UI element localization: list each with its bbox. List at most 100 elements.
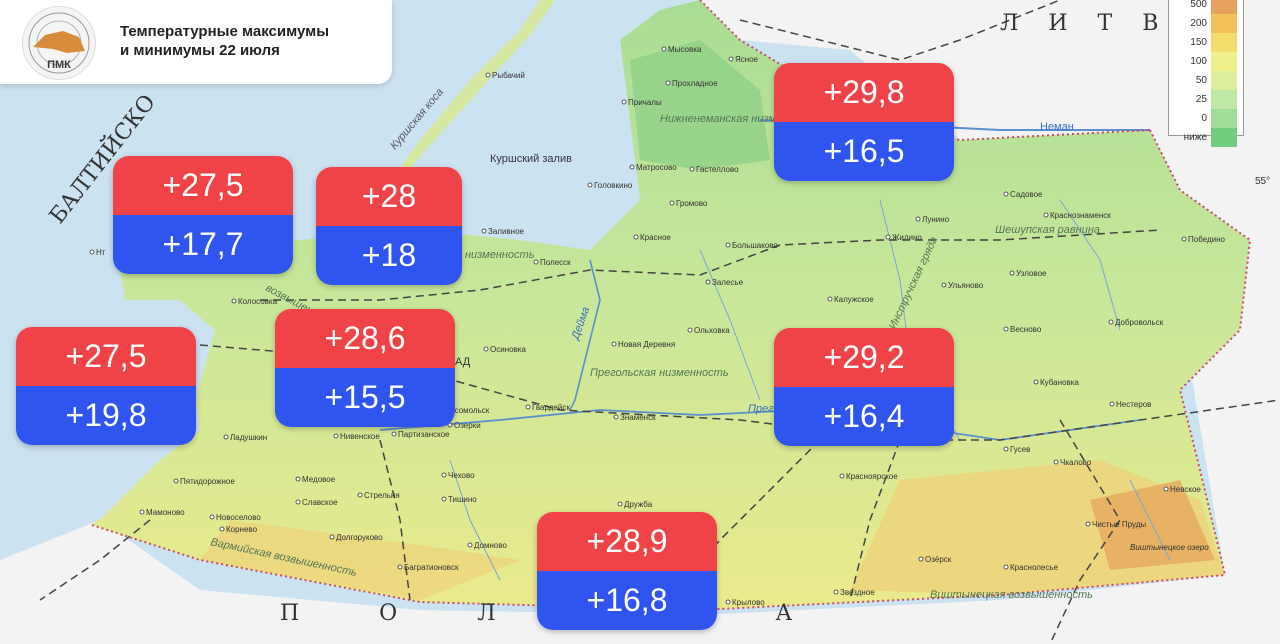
place-label: Головкино	[594, 181, 633, 190]
place-label: Славское	[302, 498, 338, 507]
legend-row: 500	[1169, 0, 1243, 14]
place-label: Краснолесье	[1010, 563, 1059, 572]
place-label: Краснознаменск	[1050, 211, 1111, 220]
place-marker	[1085, 521, 1091, 527]
place-label: Домново	[474, 541, 507, 550]
place-label: Чкалово	[1060, 458, 1092, 467]
place-label: Багратионовск	[404, 563, 459, 572]
temp-card-sovetsk: +29,8 +16,5	[774, 63, 954, 181]
temp-card-chernyakhovsk: +29,2 +16,4	[774, 328, 954, 446]
place-label: Нивенское	[340, 432, 380, 441]
place-marker	[611, 341, 617, 347]
legend-label: 0	[1201, 113, 1207, 124]
place-marker	[941, 282, 947, 288]
place-marker	[661, 46, 667, 52]
temp-card-baltiysk: +27,5 +19,8	[16, 327, 196, 445]
place-marker	[725, 242, 731, 248]
place-label: Корнево	[226, 525, 258, 534]
place-marker	[687, 327, 693, 333]
legend-swatch	[1211, 109, 1237, 128]
place-marker	[827, 296, 833, 302]
legend-label: 200	[1190, 18, 1207, 29]
place-label: Большаково	[732, 241, 778, 250]
sheshupskaya-label: Шешупская равнина	[995, 224, 1100, 236]
place-label: Пятидорожное	[180, 477, 235, 486]
place-label: Ольховка	[694, 326, 730, 335]
legend-label: 50	[1195, 75, 1207, 86]
kaliningrad-label: АД	[455, 356, 471, 368]
legend-label: 25	[1195, 94, 1207, 105]
place-label: Жилино	[892, 233, 922, 242]
place-marker	[915, 216, 921, 222]
vishtynetskoe-label: Виштынецкое озеро	[1130, 543, 1209, 552]
legend-row: 0	[1169, 109, 1243, 128]
legend-swatch	[1211, 90, 1237, 109]
legend-row: 100	[1169, 52, 1243, 71]
place-label: Знаменск	[620, 413, 656, 422]
place-label: Заливное	[488, 227, 525, 236]
place-label: Долгоруково	[336, 533, 383, 542]
place-marker	[1009, 270, 1015, 276]
place-label: Полесск	[540, 258, 571, 267]
legend-label: 150	[1190, 37, 1207, 48]
place-label: Рыбачий	[492, 71, 525, 80]
place-label: Крылово	[732, 598, 765, 607]
place-label: Прохладное	[672, 79, 718, 88]
latitude-label: 55°	[1255, 176, 1270, 187]
place-label: Причалы	[628, 98, 662, 107]
place-label: Победино	[1188, 235, 1226, 244]
place-label: Партизанское	[398, 430, 450, 439]
place-marker	[728, 56, 734, 62]
logo-text: ПМК	[47, 59, 71, 71]
place-label: Озерки	[454, 421, 481, 430]
place-marker	[1003, 564, 1009, 570]
legend-row: 150	[1169, 33, 1243, 52]
pregolya-label: Прег	[748, 403, 774, 415]
temp-min: +18	[316, 226, 462, 285]
place-label: Красноярское	[846, 472, 898, 481]
temp-card-kaliningrad: +28,6 +15,5	[275, 309, 455, 427]
place-marker	[333, 433, 339, 439]
temp-max: +27,5	[113, 156, 293, 215]
place-label: Лунино	[922, 215, 950, 224]
places-layer: Мысовка Ясное Прохладное Рыбачий Причалы Матр…	[89, 45, 1226, 607]
place-label: Кубановка	[1040, 378, 1079, 387]
place-label: Колосовка	[238, 297, 278, 306]
temp-max: +28,9	[537, 512, 717, 571]
elevation-legend: 500 200 150 100 50 25 0 ниже	[1168, 0, 1244, 147]
temp-min: +16,8	[537, 571, 717, 630]
temp-min: +17,7	[113, 215, 293, 274]
place-marker	[839, 473, 845, 479]
logo-icon	[28, 12, 90, 74]
place-marker	[483, 346, 489, 352]
place-marker	[1109, 401, 1115, 407]
legend-label: 500	[1190, 0, 1207, 10]
place-marker	[1033, 379, 1039, 385]
place-marker	[1003, 326, 1009, 332]
place-label: Осиновка	[490, 345, 526, 354]
legend-swatch	[1211, 128, 1237, 147]
place-label: Мамоново	[146, 508, 185, 517]
place-label: Комсомольск	[440, 406, 490, 415]
place-marker	[295, 476, 301, 482]
place-marker	[1181, 236, 1187, 242]
temp-min: +19,8	[16, 386, 196, 445]
place-label: Ладушкин	[230, 433, 267, 442]
place-marker	[833, 589, 839, 595]
place-label: Чехово	[448, 471, 475, 480]
page-title: Температурные максимумы и минимумы 22 ию…	[120, 22, 382, 60]
temp-card-pravdinsk: +28,9 +16,8	[537, 512, 717, 630]
place-label: Мысовка	[668, 45, 702, 54]
place-label: Нестеров	[1116, 400, 1151, 409]
temp-max: +29,8	[774, 63, 954, 122]
place-marker	[587, 182, 593, 188]
place-marker	[918, 556, 924, 562]
place-label: Красное	[640, 233, 671, 242]
place-marker	[397, 564, 403, 570]
place-marker	[1108, 319, 1114, 325]
place-marker	[1053, 459, 1059, 465]
nizmennost-label: низменность	[465, 249, 535, 261]
temp-min: +16,4	[774, 387, 954, 446]
